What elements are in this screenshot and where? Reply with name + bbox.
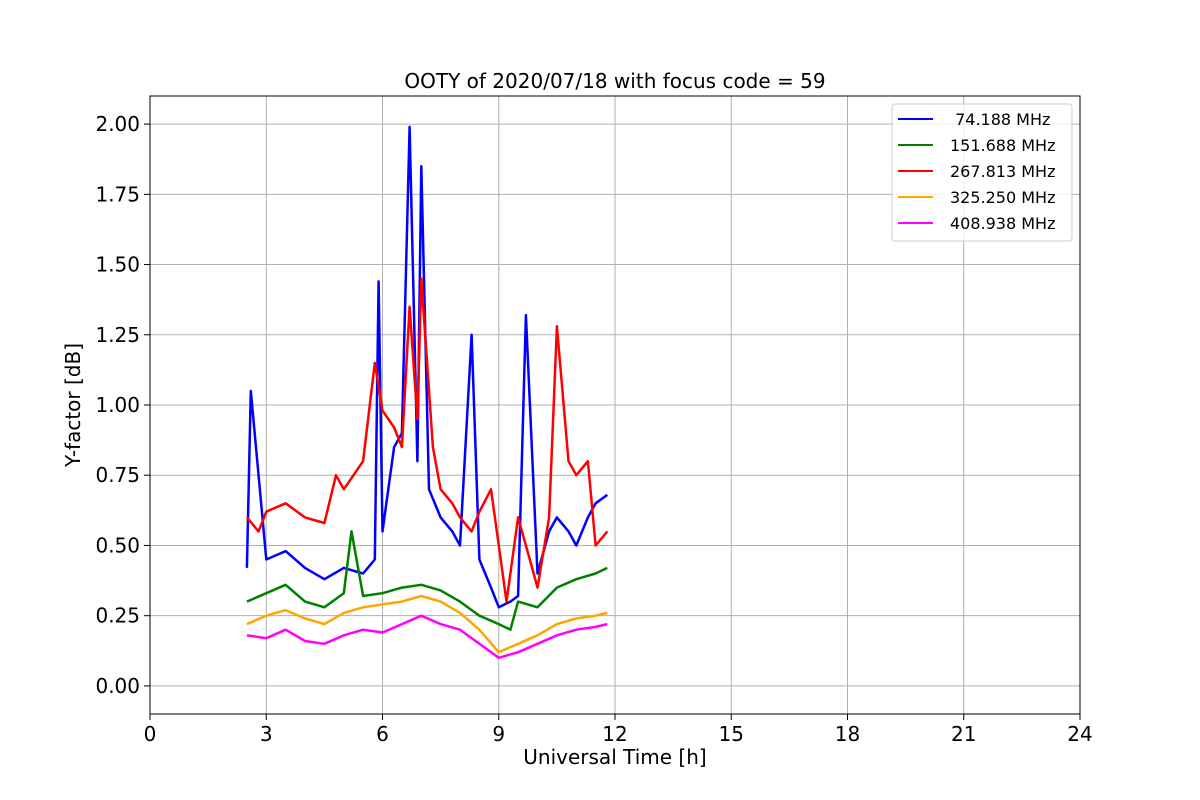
legend-entry-label: 267.813 MHz — [950, 162, 1055, 181]
chart-title: OOTY of 2020/07/18 with focus code = 59 — [404, 69, 825, 93]
y-tick-label: 2.00 — [95, 112, 140, 136]
x-tick-label: 12 — [602, 722, 627, 746]
x-axis: 0 3 6 9 12 15 18 21 24 — [144, 714, 1093, 746]
y-axis-label: Y-factor [dB] — [61, 343, 85, 468]
x-tick-label: 9 — [492, 722, 505, 746]
y-tick-label: 0.25 — [95, 604, 140, 628]
x-tick-label: 6 — [376, 722, 389, 746]
legend: 74.188 MHz 151.688 MHz 267.813 MHz 325.250 … — [891, 103, 1073, 242]
y-tick-label: 1.50 — [95, 253, 140, 277]
series-line-1 — [245, 125, 609, 609]
y-tick-label: 0.75 — [95, 463, 140, 487]
x-tick-label: 0 — [144, 722, 157, 746]
x-tick-label: 15 — [719, 722, 744, 746]
series-line-3 — [245, 277, 609, 603]
series-line-4 — [246, 594, 608, 654]
legend-entry-label: 408.938 MHz — [950, 214, 1055, 233]
y-axis: 0.00 0.25 0.50 0.75 1.00 1.25 1.50 1.75 2.00 — [95, 112, 150, 698]
x-axis-label: Universal Time [h] — [523, 745, 706, 769]
y-tick-label: 1.75 — [95, 182, 140, 206]
series-line-2 — [246, 530, 608, 631]
series-line-5 — [246, 614, 608, 660]
y-tick-label: 1.25 — [95, 323, 140, 347]
y-tick-label: 0.50 — [95, 533, 140, 557]
x-tick-label: 21 — [951, 722, 976, 746]
y-tick-label: 1.00 — [95, 393, 140, 417]
series-layer — [245, 125, 609, 660]
y-tick-label: 0.00 — [95, 674, 140, 698]
legend-entry-label: 325.250 MHz — [950, 188, 1055, 207]
x-tick-label: 3 — [260, 722, 273, 746]
x-tick-label: 18 — [835, 722, 860, 746]
legend-entry-label: 74.188 MHz — [950, 110, 1050, 129]
legend-box — [891, 103, 1073, 242]
legend-entry-label: 151.688 MHz — [950, 136, 1055, 155]
x-tick-label: 24 — [1067, 722, 1092, 746]
